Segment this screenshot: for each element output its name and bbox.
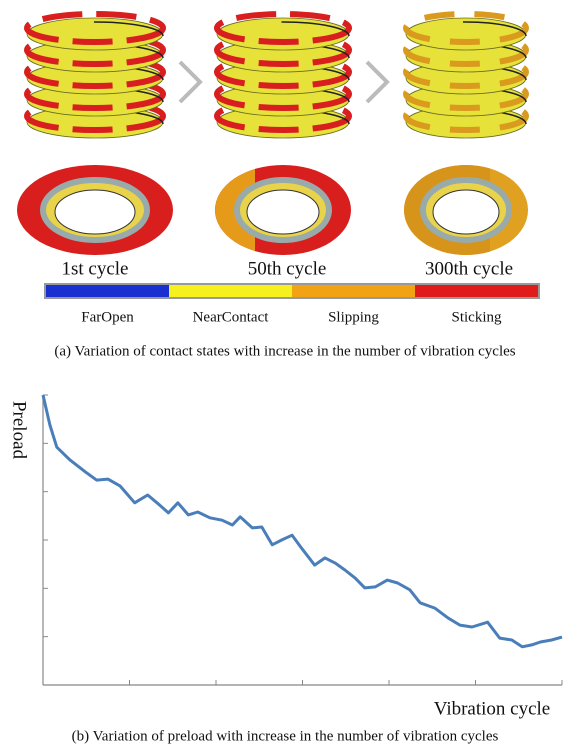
legend-label: Sticking [451,309,502,325]
legend: FarOpen NearContact Slipping Sticking [44,283,540,325]
ring-hole [247,190,319,234]
x-axis-label: Vibration cycle [434,698,551,719]
legend-swatch [46,285,169,297]
caption: (b) Variation of preload with increase i… [72,728,499,744]
ring-hole [55,190,135,234]
legend-swatch [292,285,415,297]
legend-swatch [415,285,538,297]
rings [17,165,528,255]
cycle-label: 300th cycle [425,258,513,279]
data-line [43,395,562,647]
caption: (a) Variation of contact states with inc… [54,343,515,359]
chevron [367,62,387,102]
coil-turn [217,18,349,50]
coil-illustrations [27,14,526,138]
chevron [180,62,200,102]
cycle-label: 50th cycle [248,258,327,279]
coil-turn [27,18,163,50]
page: {"panel_a": {"cycle_labels": ["1st cycle… [0,0,570,747]
y-axis-label: Preload [9,401,30,460]
ring-hole [433,190,499,234]
legend-label: NearContact [193,309,270,325]
line-chart [43,395,562,685]
coil-turn [406,18,526,50]
figure: 1st cycle 50th cycle 300th cycle FarOpen… [0,0,570,747]
legend-swatch [169,285,292,297]
legend-label: Slipping [328,309,379,325]
legend-label: FarOpen [81,309,134,325]
cycle-label: 1st cycle [61,258,128,279]
